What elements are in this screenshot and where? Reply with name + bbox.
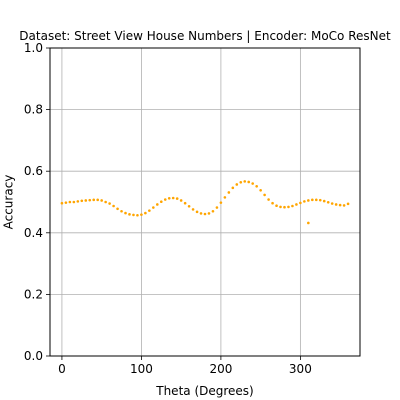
data-point (287, 205, 290, 209)
data-point (303, 200, 306, 203)
data-point (203, 212, 207, 216)
data-point (227, 191, 231, 194)
data-point (271, 201, 274, 205)
data-point (92, 198, 96, 202)
data-point (76, 200, 80, 203)
data-point (231, 186, 235, 190)
gridlines (50, 47, 360, 357)
data-point (251, 182, 254, 185)
data-point (330, 202, 334, 205)
data-point (259, 188, 262, 192)
data-point (307, 221, 310, 225)
data-point (314, 198, 318, 202)
data-point (326, 201, 330, 204)
data-point (68, 200, 72, 204)
data-point (175, 197, 179, 200)
data-point (148, 209, 151, 212)
data-point (243, 180, 247, 183)
data-point (88, 198, 92, 202)
data-point (116, 207, 119, 211)
y-axis-ticks: 0.0 0.2 0.4 0.6 0.8 1.0 (24, 41, 50, 363)
data-point (132, 213, 135, 217)
y-tick-label: 0.6 (24, 164, 43, 178)
data-point (219, 201, 223, 204)
data-point (152, 206, 155, 209)
data-point (318, 198, 322, 202)
data-point (191, 208, 195, 211)
data-point (120, 209, 123, 213)
data-point (334, 203, 338, 206)
data-point (195, 210, 199, 214)
data-point (124, 211, 127, 215)
x-tick-label: 300 (289, 362, 312, 376)
data-point (299, 201, 302, 205)
data-points (60, 180, 350, 225)
chart-title: Dataset: Street View House Numbers | Enc… (19, 29, 391, 43)
data-point (267, 198, 270, 201)
data-point (307, 199, 310, 202)
data-point (80, 199, 84, 203)
data-point (295, 203, 298, 206)
data-point (171, 196, 175, 200)
data-point (156, 203, 159, 206)
x-tick-label: 200 (209, 362, 232, 376)
data-point (215, 206, 219, 209)
data-point (247, 180, 251, 184)
data-point (275, 204, 278, 207)
data-point (140, 213, 143, 216)
y-axis-label: Accuracy (2, 175, 16, 230)
data-point (291, 204, 294, 208)
x-tick-label: 0 (58, 362, 66, 376)
data-point (163, 198, 167, 201)
data-point (179, 199, 183, 202)
y-tick-label: 1.0 (24, 41, 43, 55)
data-point (263, 193, 266, 197)
data-point (104, 200, 107, 204)
data-point (96, 198, 99, 202)
data-point (108, 202, 111, 205)
data-point (84, 199, 88, 202)
x-axis-label: Theta (Degrees) (155, 384, 253, 398)
data-point (100, 199, 103, 202)
y-tick-label: 0.2 (24, 287, 43, 301)
y-tick-label: 0.8 (24, 103, 43, 117)
data-point (342, 204, 346, 207)
data-point (167, 197, 171, 200)
y-tick-label: 0.0 (24, 349, 43, 363)
data-point (183, 201, 187, 205)
data-point (64, 201, 68, 204)
data-point (159, 200, 163, 203)
data-point (211, 209, 215, 213)
data-point (72, 200, 76, 204)
data-point (346, 202, 350, 206)
y-tick-label: 0.4 (24, 226, 43, 240)
x-tick-label: 100 (130, 362, 153, 376)
data-point (283, 205, 286, 209)
data-point (60, 201, 64, 205)
x-axis-ticks: 0 100 200 300 (58, 356, 312, 376)
data-point (128, 213, 131, 216)
data-point (199, 212, 203, 215)
data-point (311, 198, 314, 202)
data-point (235, 183, 239, 186)
data-point (322, 199, 326, 203)
data-point (223, 196, 227, 199)
data-point (207, 212, 211, 215)
data-point (338, 203, 342, 207)
data-point (112, 204, 115, 208)
data-point (187, 205, 191, 208)
data-point (255, 184, 258, 188)
data-point (239, 180, 243, 184)
data-point (279, 205, 282, 209)
data-point (144, 211, 147, 215)
data-point (136, 213, 139, 217)
plot-frame (49, 47, 361, 357)
